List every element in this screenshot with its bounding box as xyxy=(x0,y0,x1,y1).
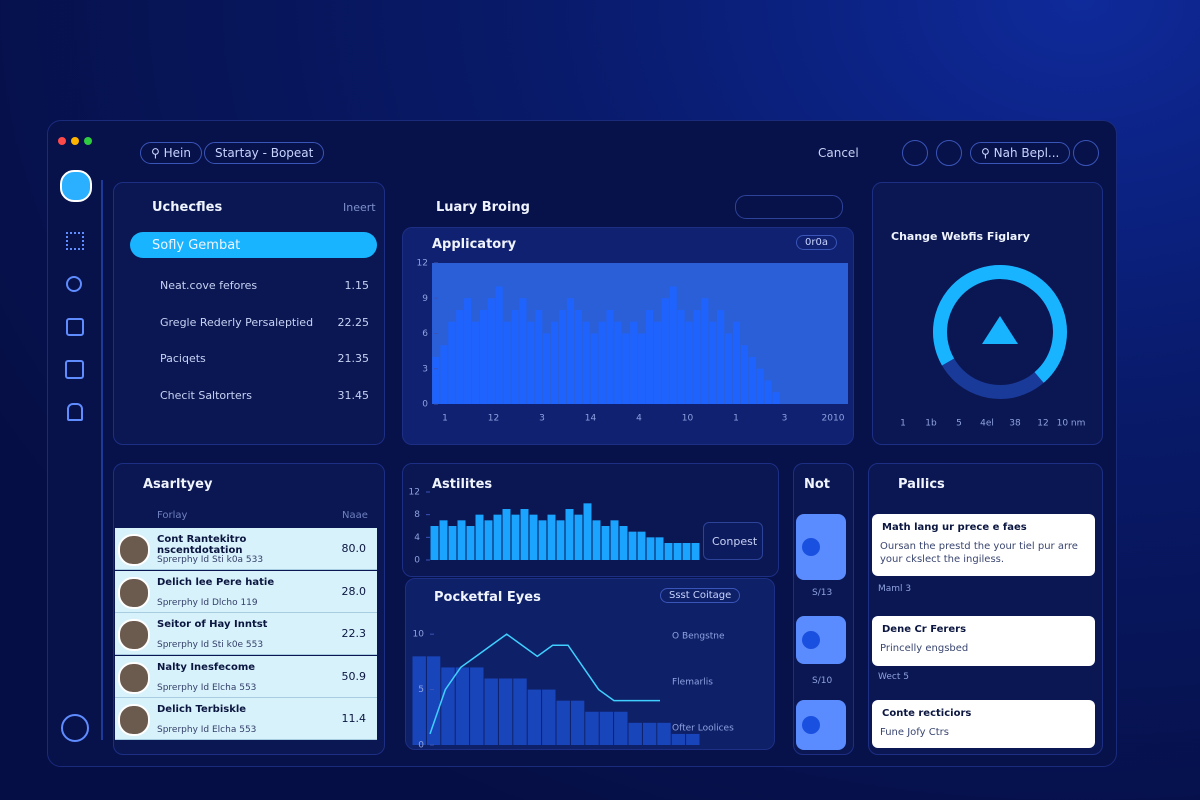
notification-card[interactable] xyxy=(872,616,1095,666)
nav-files[interactable] xyxy=(66,318,84,336)
breadcrumb[interactable]: Startay - Bopeat xyxy=(204,142,325,164)
compare-button[interactable] xyxy=(703,522,763,560)
toolbar[interactable] xyxy=(735,195,843,219)
panel-title: Applicatory xyxy=(432,237,517,252)
person-sub: Sprerphy Id Sti k0a 533 xyxy=(157,555,264,565)
filter[interactable]: Ssst Coitage xyxy=(660,588,741,603)
person-card[interactable] xyxy=(115,698,377,740)
panel-search[interactable]: 0r0a xyxy=(796,235,837,250)
card-body: Fune Jofy Ctrs xyxy=(880,727,949,738)
user-avatar[interactable] xyxy=(60,170,92,202)
gauge-panel xyxy=(872,182,1103,445)
list-panel xyxy=(113,182,385,445)
notification-card[interactable] xyxy=(872,700,1095,748)
person-name: Delich lee Pere hatie xyxy=(157,576,275,588)
column-label: Naae xyxy=(342,510,368,521)
person-sub: Sprerphy Id Elcha 553 xyxy=(157,725,257,735)
avatar xyxy=(118,661,150,694)
person-card[interactable] xyxy=(115,528,377,570)
person-value: 50.9 xyxy=(341,669,367,683)
person-card[interactable] xyxy=(115,655,377,698)
selected-label: Sofly Gembat xyxy=(152,238,241,253)
row-label[interactable]: Paciqets xyxy=(160,352,206,365)
panel-title: Not xyxy=(804,477,831,492)
search-text: Nah Bepl... xyxy=(993,146,1060,160)
row-value: 22.25 xyxy=(337,315,370,329)
min-dot[interactable] xyxy=(71,137,79,145)
person-name: Seitor of Hay Inntst xyxy=(157,619,268,630)
person-value: 80.0 xyxy=(341,542,367,555)
person-sub: Sprerphy Id Dlcho 119 xyxy=(157,597,258,608)
icon-button[interactable] xyxy=(902,140,928,166)
person-value: 22.3 xyxy=(341,627,367,640)
person-sub: Sprerphy Id Elcha 553 xyxy=(157,682,257,693)
person-card[interactable] xyxy=(115,613,377,655)
close-dot[interactable] xyxy=(58,137,66,145)
row-label[interactable]: Gregle Rederly Persaleptied xyxy=(160,315,314,329)
notification-card[interactable] xyxy=(872,514,1095,576)
compare-label: Conpest xyxy=(712,535,758,548)
card-title: Math lang ur prece e faes xyxy=(882,522,1027,533)
applicatory-panel xyxy=(402,227,854,445)
panel-title: Uchecfles xyxy=(152,200,223,215)
row-value: 1.15 xyxy=(344,279,370,292)
avatar xyxy=(118,576,150,609)
panel-title: Asarltyey xyxy=(143,477,213,492)
card-meta: Maml 3 xyxy=(878,584,912,594)
person-card[interactable] xyxy=(115,570,377,613)
avatar xyxy=(118,534,150,566)
menu-button[interactable] xyxy=(936,140,962,166)
person-value: 28.0 xyxy=(341,584,367,598)
max-dot[interactable] xyxy=(84,137,92,145)
row-label[interactable]: Checit Saltorters xyxy=(160,388,253,402)
person-name: Nalty Inesfecome xyxy=(157,661,256,673)
row-label[interactable]: Neat.cove fefores xyxy=(160,279,258,292)
panel-title: Change Webfis Figlary xyxy=(891,230,1030,243)
panel-title: Pallics xyxy=(898,477,945,492)
selected-item[interactable] xyxy=(130,232,377,258)
nav-search[interactable] xyxy=(66,276,82,292)
person-sub: Sprerphy Id Sti k0e 553 xyxy=(157,640,264,650)
avatar xyxy=(118,619,150,651)
main-title: Luary Broing xyxy=(436,200,530,215)
search-pill[interactable]: ⚲ Hein xyxy=(140,142,202,164)
sidebar-divider xyxy=(101,180,103,740)
panel-title: Pocketfal Eyes xyxy=(434,590,541,605)
pill-label: S/10 xyxy=(812,676,833,686)
action-icon xyxy=(802,631,820,649)
search-pill-2[interactable]: ⚲ Nah Bepl... xyxy=(970,142,1071,164)
pill-label: S/13 xyxy=(812,588,833,598)
nav-label[interactable]: Forlay xyxy=(157,510,188,521)
nav-camera[interactable] xyxy=(65,360,84,379)
row-value: 31.45 xyxy=(337,388,370,402)
person-name: Delich Terbiskle xyxy=(157,704,247,715)
avatar xyxy=(118,704,150,736)
panel-title: Astilites xyxy=(432,477,493,492)
action-icon xyxy=(802,538,820,556)
card-body: Princelly engsbed xyxy=(880,643,969,654)
card-title: Conte recticiors xyxy=(882,708,972,719)
card-body: Oursan the prestd the your tiel pur arre… xyxy=(880,541,1078,565)
nav-docs[interactable] xyxy=(61,714,89,742)
profile-button[interactable] xyxy=(1073,140,1099,166)
nav-grid[interactable] xyxy=(66,232,84,250)
cancel[interactable]: Cancel xyxy=(818,146,859,160)
person-value: 11.4 xyxy=(341,712,367,725)
row-value: 21.35 xyxy=(337,352,370,365)
person-name: Cont Rantekitro nscentdotation xyxy=(157,534,247,556)
action-icon xyxy=(802,716,820,734)
panel-action[interactable]: Ineert xyxy=(343,201,376,214)
nav-user[interactable] xyxy=(67,403,83,421)
card-meta: Wect 5 xyxy=(878,672,909,682)
search-text: Hein xyxy=(163,146,191,160)
card-title: Dene Cr Ferers xyxy=(882,624,967,635)
